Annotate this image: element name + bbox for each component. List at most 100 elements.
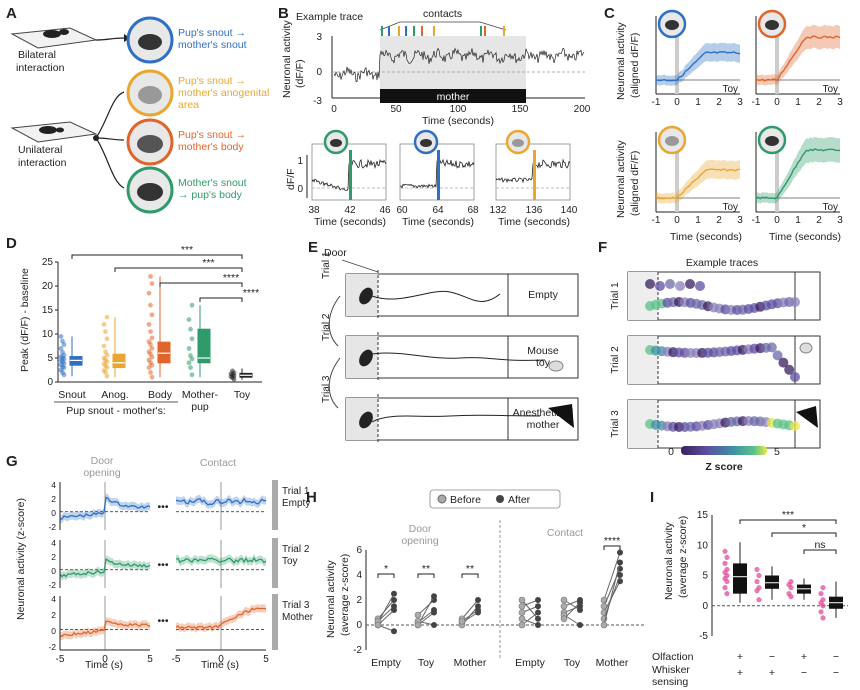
- c-xtick: 3: [837, 215, 843, 226]
- f-mother-icon: [796, 406, 818, 428]
- h-pair-line: [563, 602, 581, 620]
- d-group-label: Snout: [58, 389, 86, 401]
- zoom-1: 38 42 46 Time (seconds): [308, 129, 391, 228]
- arrow-mother-pup: [95, 137, 125, 189]
- mother-bar: [380, 89, 526, 103]
- colorbar-min: 0: [668, 446, 674, 458]
- zoom-xtick: 140: [561, 205, 578, 216]
- f-trace-point: [778, 357, 789, 368]
- c-xlabel: Time (seconds): [670, 231, 742, 243]
- c-xtick: 1: [795, 97, 801, 108]
- h-ytick: 2: [356, 595, 362, 606]
- panel-g-letter: G: [6, 453, 18, 470]
- i-sig-label: ***: [782, 509, 794, 521]
- c-xtick: 2: [816, 215, 822, 226]
- e-target-label: mother: [527, 419, 560, 431]
- zoom-contact-marker: [349, 150, 352, 200]
- zoom-xtick: 60: [396, 205, 408, 216]
- d-point: [188, 365, 193, 370]
- h-after-point: [431, 609, 437, 616]
- g-sem-band: [176, 554, 266, 567]
- g-col-title: Contact: [200, 457, 236, 469]
- i-whisker-sign: +: [769, 667, 775, 679]
- unilateral-mouse-icon: [39, 126, 57, 134]
- d-point: [189, 336, 195, 342]
- colorbar-max: 5: [774, 446, 780, 458]
- c-ylabel-top-1: Neuronal activity: [615, 22, 627, 100]
- h-pair-line: [417, 612, 435, 626]
- i-row-sensing: sensing: [652, 676, 688, 688]
- c-sem-band: [756, 24, 840, 86]
- c-sem-band: [756, 136, 840, 204]
- h-legend: [429, 489, 561, 509]
- g-xtick: 5: [147, 654, 153, 665]
- h-after-point: [431, 593, 437, 600]
- panel-d-letter: D: [6, 235, 17, 252]
- h-group-label: Empty: [371, 657, 402, 669]
- colorbar: [681, 446, 767, 455]
- d-box: [197, 328, 211, 364]
- g-mean-trace: [175, 497, 267, 506]
- d-group-sub: Pup snout - mother's:: [66, 405, 165, 417]
- i-sig-label: *: [802, 522, 806, 534]
- b-xtick: 200: [574, 104, 591, 115]
- h-legend-after-marker: [496, 495, 504, 503]
- f-trace-point: [790, 420, 800, 431]
- f-trial-label: Trial 1: [610, 282, 621, 310]
- i-ytick: -5: [699, 631, 708, 642]
- h-pair-line: [603, 562, 621, 626]
- d-point: [148, 329, 153, 334]
- panel-i-letter: I: [650, 489, 654, 506]
- e-trial-arrow: [328, 295, 341, 347]
- e-target-label: Empty: [528, 289, 559, 301]
- d-point: [188, 353, 193, 358]
- h-ytick: 4: [356, 570, 362, 581]
- zoom-ytick: 1: [297, 156, 303, 167]
- b-xtick: 150: [512, 104, 529, 115]
- contact-tick: [405, 26, 407, 36]
- d-point: [103, 349, 108, 355]
- d-ytick: 0: [47, 377, 53, 388]
- b-ytick: 0: [316, 67, 322, 78]
- g-sem-band: [176, 494, 266, 509]
- d-point: [189, 372, 195, 378]
- contact-tick: [503, 26, 505, 36]
- i-sig-bracket: [803, 549, 837, 554]
- contact-tick: [484, 26, 486, 36]
- c-xtick: -1: [652, 215, 661, 226]
- c-xtick: 0: [674, 215, 680, 226]
- i-point: [820, 615, 826, 621]
- g-ytick: 2: [51, 610, 56, 620]
- h-sig-bracket: [461, 573, 479, 578]
- h-before-point: [560, 602, 568, 610]
- contact-ticks: [381, 26, 505, 36]
- d-point: [146, 339, 152, 345]
- g-mean-trace: [175, 556, 267, 564]
- f-trace-point: [655, 281, 665, 291]
- d-group-label: Mother-: [182, 389, 219, 401]
- e-arena: [345, 335, 579, 379]
- contact-label-snout-1: Pup's snout →: [178, 27, 246, 39]
- h-before-point: [458, 617, 466, 625]
- i-ylabel-1: Neuronal activity: [663, 522, 675, 600]
- g-ytick: 0: [51, 626, 56, 636]
- g-ytick: 4: [51, 480, 56, 490]
- f-trace-point: [766, 342, 777, 353]
- g-dots: •••: [157, 559, 168, 571]
- g-ytick: 2: [51, 494, 56, 504]
- g-col-title: opening: [83, 467, 121, 479]
- i-whisker-sign: −: [833, 667, 839, 679]
- e-toy-icon: [548, 360, 564, 372]
- f-title: Example traces: [686, 257, 758, 269]
- contact-tick: [398, 26, 400, 36]
- h-group-label: Toy: [418, 657, 435, 669]
- d-point: [149, 346, 155, 351]
- g-xtick: 5: [263, 654, 269, 665]
- c-xtick: 0: [674, 97, 680, 108]
- mouse-rear-icon: [138, 86, 162, 104]
- h-before-point: [518, 596, 526, 604]
- h-before-point: [518, 621, 526, 629]
- unilateral-label-2: interaction: [18, 157, 67, 169]
- h-ytick: 0: [356, 620, 362, 631]
